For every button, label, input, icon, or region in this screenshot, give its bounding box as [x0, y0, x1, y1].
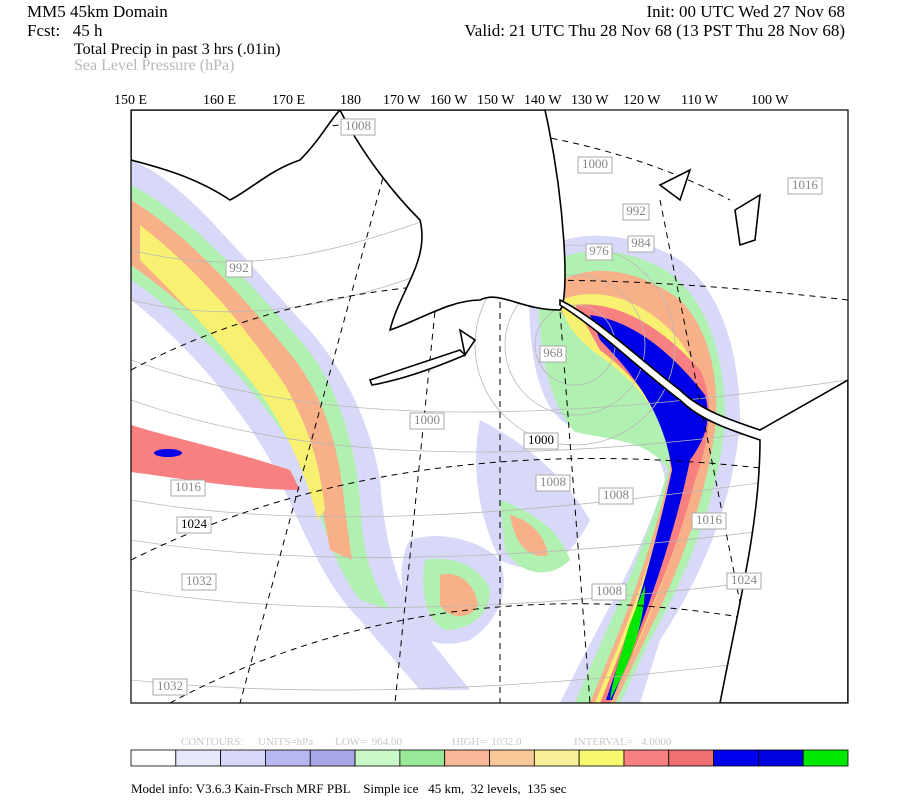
- lon-label: 180: [340, 93, 361, 108]
- lon-label: 110 W: [681, 93, 719, 108]
- lon-label: 160 W: [430, 93, 468, 108]
- contour-info-item: HIGH= 1032.0: [452, 736, 522, 748]
- lon-label: 100 W: [751, 93, 789, 108]
- color-swatch: [802, 749, 849, 767]
- color-swatch: [668, 749, 714, 767]
- forecast-hour: Fcst: 45 h: [27, 21, 103, 40]
- field-pressure: Sea Level Pressure (hPa): [74, 57, 234, 74]
- contour-label: 1024: [731, 572, 758, 587]
- longitude-labels: 150 E 160 E 170 E 180 170 W 160 W 150 W …: [114, 93, 789, 108]
- color-swatch: [399, 749, 446, 767]
- domain-title: MM5 45km Domain: [27, 2, 168, 21]
- lon-label: 120 W: [623, 93, 661, 108]
- contour-label: 1016: [792, 177, 819, 192]
- contour-label: 1008: [540, 474, 566, 489]
- contour-label: 1024: [181, 516, 208, 531]
- contour-label: 976: [589, 243, 609, 258]
- color-swatch: [623, 749, 670, 767]
- color-swatch: [309, 749, 356, 767]
- contour-label: 984: [631, 235, 651, 250]
- color-swatch: [130, 749, 177, 767]
- color-swatch: [175, 749, 222, 767]
- model-info: Model info: V3.6.3 Kain-Frsch MRF PBL Si…: [131, 781, 567, 796]
- color-swatch: [220, 749, 266, 767]
- contour-labels: 1008 1000 1016 992 976 984 992 968 1000 …: [152, 118, 823, 696]
- color-swatch: [489, 749, 535, 767]
- lon-label: 130 W: [571, 93, 609, 108]
- contour-label: 1008: [345, 118, 371, 133]
- lon-label: 150 W: [477, 93, 515, 108]
- contour-label: 1000: [414, 412, 440, 427]
- color-swatch: [444, 749, 490, 767]
- valid-time: Valid: 21 UTC Thu 28 Nov 68 (13 PST Thu …: [464, 21, 845, 40]
- contour-label: 1032: [186, 573, 212, 588]
- lon-label: 160 E: [203, 93, 236, 108]
- contour-info-item: INTERVAL= 4.0000: [574, 736, 672, 748]
- contour-label: 1032: [157, 678, 183, 693]
- map-frame: [130, 109, 849, 704]
- lon-label: 150 E: [114, 93, 147, 108]
- contour-label: 992: [626, 203, 646, 218]
- contour-info-item: LOW= 964.00: [335, 736, 402, 748]
- contour-label: 992: [229, 260, 249, 275]
- color-swatch: [713, 749, 759, 767]
- init-time: Init: 00 UTC Wed 27 Nov 68: [646, 2, 845, 21]
- map-area: [131, 110, 848, 703]
- lon-label: 140 W: [524, 93, 562, 108]
- lon-label: 170 E: [272, 93, 305, 108]
- lon-label: 170 W: [383, 93, 421, 108]
- contour-label: 1008: [603, 487, 629, 502]
- contour-label: 1000: [582, 156, 608, 171]
- color-swatch: [265, 749, 311, 767]
- color-swatch: [578, 749, 625, 767]
- contour-label: 1016: [696, 512, 723, 527]
- color-swatch: [757, 749, 804, 767]
- contour-info-item: UNITS=hPa: [258, 736, 313, 748]
- color-swatch: [354, 749, 401, 767]
- contour-info: CONTOURS: UNITS=hPa LOW= 964.00 HIGH= 10…: [181, 736, 672, 748]
- color-bar: [130, 749, 849, 767]
- field-precip: Total Precip in past 3 hrs (.01in): [74, 41, 280, 58]
- contour-label: 1008: [596, 583, 622, 598]
- contour-label: 968: [543, 345, 563, 360]
- contour-label: 1000: [528, 432, 554, 447]
- color-swatch: [533, 749, 580, 767]
- contour-info-item: CONTOURS:: [181, 736, 243, 748]
- contour-label: 1016: [175, 479, 202, 494]
